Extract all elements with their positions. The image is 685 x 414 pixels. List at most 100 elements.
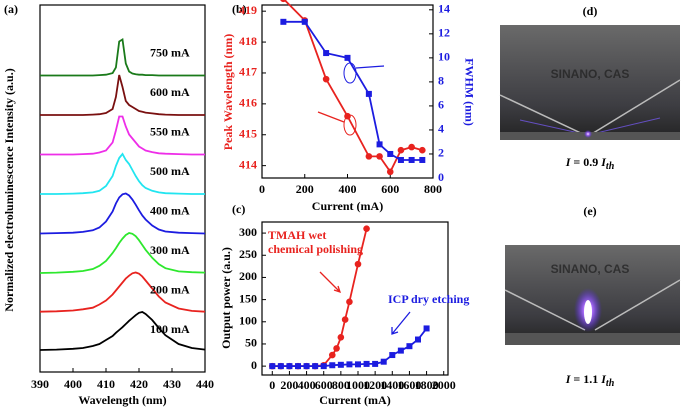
x-tick-label: 600 [381,182,399,196]
caption: I = 0.9 Ith [565,155,615,173]
annotation: ICP dry etching [388,292,469,306]
x-tick-label: 0 [269,378,275,392]
data-point [419,146,426,154]
y-tick-label: 415 [239,127,257,141]
series-line [40,115,205,156]
annotation-arrow [317,111,345,123]
x-tick-label: 1000 [346,378,370,392]
series-label: 550 mA [150,124,190,138]
series-line [40,152,205,195]
panel-label: (e) [583,204,596,218]
y-tick-label: 414 [239,157,257,171]
axes-frame [39,4,206,373]
axes-frame [261,4,434,179]
x-tick-label: 390 [31,377,49,391]
series-line [39,311,206,351]
caption-part: th [606,378,615,389]
series-line [39,232,206,274]
watermark: SINANO, CAS [551,67,630,81]
series-label: 300 mA [150,243,190,257]
x-tick-label: 1800 [415,378,439,392]
series-line [283,20,423,161]
x-tick-label: 2000 [432,378,456,392]
data-point [269,363,276,370]
x-tick-label: 1600 [397,378,421,392]
x-tick-label: 400 [339,182,357,196]
series-line [283,0,423,174]
panel-label: (c) [232,202,245,216]
x-tick-label: 800 [332,378,350,392]
data-point [280,18,287,25]
series-label: 600 mA [150,85,190,99]
x-tick-label: 430 [163,377,181,391]
x-axis-label: Current (mA) [319,393,390,407]
annotation-arrow [319,271,342,294]
annotation: chemical polishing [268,242,363,256]
series-line [39,192,206,235]
y-tick-label: 10 [438,50,450,64]
y-axis-label: Normalized electroluminescence Intensity… [2,68,16,311]
y-tick-label: 8 [438,74,444,88]
annotation-ring [343,114,357,136]
data-point [419,156,426,163]
watermark: SINANO, CAS [551,262,630,276]
y-tick-label: 14 [438,2,450,16]
x-tick-label: 200 [280,378,298,392]
x-tick-label: 440 [196,377,214,391]
series-label: 400 mA [150,203,190,217]
y-tick-label: 300 [239,225,257,239]
y-tick-label: 418 [239,34,257,48]
x-tick-label: 400 [298,378,316,392]
x-axis-label: Wavelength (nm) [78,393,166,407]
photo-d [499,25,681,140]
x-tick-label: 1200 [363,378,387,392]
y-tick-label: 50 [245,336,257,350]
caption-part: = 1.1 [570,372,601,386]
caption-part: I [600,372,607,386]
caption-part: I [565,155,572,169]
annotation: TMAH wet [268,228,326,242]
caption: I = 1.1 Ith [565,372,615,390]
photo-e [504,245,681,345]
y-tick-label: 416 [239,96,257,110]
y-tick-label: 150 [239,291,257,305]
panel-label: (b) [232,2,247,16]
axes-frame [261,221,449,376]
y-tick-label: 4 [438,122,444,136]
caption-part: = 0.9 [570,155,601,169]
caption-part: I [600,155,607,169]
y-tick-label: 0 [251,358,257,372]
x-tick-label: 800 [424,182,442,196]
y-tick-label: 200 [239,269,257,283]
series-label: 200 mA [150,282,190,296]
panel-label: (a) [4,2,18,16]
annotation-arrow [391,311,411,335]
series-line [40,38,205,77]
panel-label: (d) [583,4,598,18]
y-tick-label: 419 [239,3,257,17]
y-tick-label: 6 [438,98,444,112]
x-tick-label: 420 [130,377,148,391]
x-tick-label: 600 [315,378,333,392]
series-line [272,327,428,367]
y-tick-label: 12 [438,26,450,40]
x-tick-label: 0 [259,182,265,196]
y2-axis-label: FWHM (nm) [462,58,476,126]
y-tick-label: 417 [239,65,257,79]
y-tick-label: 2 [438,146,444,160]
series-line [40,74,205,116]
series-line [39,271,206,313]
x-tick-label: 1400 [380,378,404,392]
caption-part: th [606,161,615,172]
annotation-ring [343,62,357,84]
data-point [363,225,370,232]
annotation-arrow [355,65,385,69]
y-tick-label: 250 [239,247,257,261]
series-label: 100 mA [150,322,190,336]
caption-part: I [565,372,572,386]
y-tick-label: 100 [239,314,257,328]
x-axis-label: Current (mA) [312,199,383,213]
series-label: 750 mA [150,45,190,59]
series-label: 500 mA [150,164,190,178]
